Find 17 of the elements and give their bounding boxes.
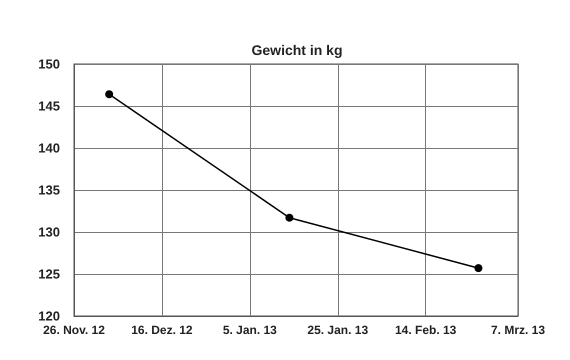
x-tick-label: 7. Mrz. 13 (490, 323, 546, 337)
x-tick-label: 14. Feb. 13 (394, 323, 457, 337)
y-tick-label: 140 (38, 140, 60, 156)
point (474, 264, 482, 272)
y-tick-label: 130 (38, 224, 60, 240)
chart-title: Gewicht in kg (251, 42, 343, 58)
point (105, 90, 114, 98)
x-tick-label: 5. Jan. 13 (222, 323, 278, 337)
point (285, 214, 294, 222)
y-tick-label: 150 (38, 56, 60, 72)
y-tick-label: 120 (38, 308, 60, 324)
x-tick-label: 16. Dez. 12 (131, 323, 193, 337)
y-tick-label: 125 (38, 266, 60, 282)
x-tick-label: 26. Nov. 12 (43, 323, 106, 337)
y-tick-label: 145 (38, 98, 60, 114)
x-tick-label: 25. Jan. 13 (307, 323, 368, 337)
y-tick-label: 135 (38, 182, 60, 198)
